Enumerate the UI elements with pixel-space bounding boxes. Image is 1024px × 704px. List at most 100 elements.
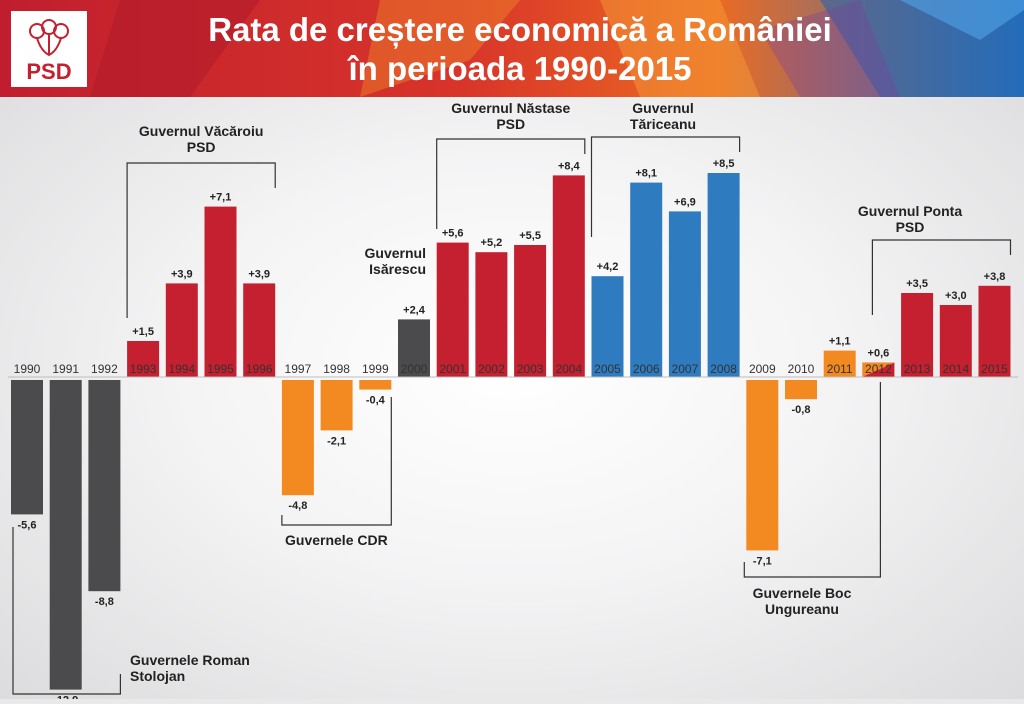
bar xyxy=(436,242,469,377)
bar xyxy=(49,380,82,690)
title-line-1: Rata de creștere economică a României xyxy=(208,11,832,49)
bracket-tariceanu xyxy=(590,136,741,237)
bracket-ponta xyxy=(871,239,1012,315)
value-label: +3,5 xyxy=(906,278,928,290)
group-label: Guvernul Năstase xyxy=(451,100,570,116)
value-label: +8,4 xyxy=(558,160,581,172)
growth-chart: -5,6 1990 -12,9 1991 -8,8 1992 +1,5 1993 +3,9 199… xyxy=(8,100,1018,704)
value-label: +6,9 xyxy=(674,196,696,208)
bar xyxy=(514,245,547,377)
tick-label: 1997 xyxy=(285,362,312,376)
value-label: -0,8 xyxy=(792,404,811,416)
bar xyxy=(630,182,663,377)
tick-label: 2000 xyxy=(401,362,428,376)
bracket-vacaroiu xyxy=(126,162,276,318)
bar xyxy=(320,380,353,431)
header-background: Rata de creștere economică a României în… xyxy=(0,0,1024,97)
tick-label: 2014 xyxy=(942,362,969,376)
bar xyxy=(901,293,934,377)
bar xyxy=(475,252,508,377)
value-label: +7,1 xyxy=(210,192,232,204)
group-label: Stolojan xyxy=(130,668,185,684)
value-label: +5,6 xyxy=(442,228,464,240)
bar xyxy=(978,285,1011,377)
bar xyxy=(707,173,740,377)
value-label: -4,8 xyxy=(288,500,307,512)
bar xyxy=(746,380,779,551)
bracket-nastase xyxy=(436,138,586,229)
tick-label: 2006 xyxy=(633,362,660,376)
bar xyxy=(204,206,237,377)
group-label: PSD xyxy=(187,139,216,155)
group-label: Tăriceanu xyxy=(630,116,696,132)
value-label: +3,9 xyxy=(171,268,193,280)
tick-label: 1993 xyxy=(130,362,157,376)
title-line-2: în perioada 1990-2015 xyxy=(346,50,691,87)
value-label: +1,1 xyxy=(829,336,851,348)
value-label: +3,0 xyxy=(945,290,967,302)
bar xyxy=(785,380,817,400)
bar xyxy=(552,175,585,377)
tick-label: 2008 xyxy=(710,362,737,376)
tick-label: 2002 xyxy=(478,362,505,376)
tick-label: 2011 xyxy=(827,362,853,376)
group-label: PSD xyxy=(496,116,525,132)
bar xyxy=(281,380,314,496)
value-label: +4,2 xyxy=(597,261,619,273)
tick-label: 1991 xyxy=(52,362,79,376)
tick-label: 2013 xyxy=(904,362,931,376)
value-label: +3,8 xyxy=(984,271,1006,283)
group-label: Guvernele Boc xyxy=(753,585,852,601)
rose-icon: PSD xyxy=(26,19,72,84)
value-label: -5,6 xyxy=(18,519,37,531)
bar xyxy=(398,319,430,377)
logo-text: PSD xyxy=(26,59,71,84)
bar xyxy=(591,276,624,377)
group-label: Ungureanu xyxy=(765,601,839,617)
tick-label: 2012 xyxy=(865,362,892,376)
group-label: Isărescu xyxy=(369,261,426,277)
bracket-cdr xyxy=(281,397,392,526)
chart-area: -5,6 1990 -12,9 1991 -8,8 1992 +1,5 1993 +3,9 199… xyxy=(0,97,1024,704)
group-label: Guvernele Roman xyxy=(130,652,250,668)
value-label: -12,9 xyxy=(53,695,78,699)
bar xyxy=(165,283,198,377)
tick-label: 2005 xyxy=(594,362,621,376)
tick-label: 1999 xyxy=(362,362,389,376)
value-label: +8,5 xyxy=(713,158,735,170)
tick-label: 2009 xyxy=(749,362,776,376)
bar xyxy=(668,211,701,377)
group-label: Guvernul Ponta xyxy=(858,203,962,219)
value-label: +0,6 xyxy=(868,348,890,360)
bar xyxy=(243,283,276,377)
bar xyxy=(359,380,392,390)
tick-label: 1995 xyxy=(207,362,234,376)
group-label: Guvernul Văcăroiu xyxy=(139,123,263,139)
bar xyxy=(11,380,43,515)
value-label: -8,8 xyxy=(95,596,114,608)
tick-label: 2007 xyxy=(672,362,699,376)
header-banner: Rata de creștere economică a României în… xyxy=(0,0,1024,97)
value-label: -2,1 xyxy=(327,435,346,447)
tick-label: 1996 xyxy=(246,362,273,376)
bar-overlay xyxy=(862,362,895,377)
bar xyxy=(823,350,856,377)
value-label: +5,5 xyxy=(519,230,541,242)
tick-label: 2015 xyxy=(981,362,1008,376)
bracket-roman-stolojan xyxy=(12,527,121,695)
value-label: +8,1 xyxy=(635,168,657,180)
tick-label: 2004 xyxy=(555,362,582,376)
psd-logo: PSD xyxy=(11,11,87,87)
value-label: +2,4 xyxy=(403,304,426,316)
value-label: +1,5 xyxy=(132,326,154,338)
tick-label: 1992 xyxy=(91,362,118,376)
tick-label: 2003 xyxy=(517,362,544,376)
tick-label: 1994 xyxy=(168,362,195,376)
value-label: -7,1 xyxy=(753,555,772,567)
group-label: PSD xyxy=(896,219,925,235)
bar xyxy=(939,305,972,377)
value-label: +5,2 xyxy=(481,237,503,249)
tick-label: 1998 xyxy=(323,362,350,376)
value-label: +3,9 xyxy=(248,268,270,280)
bar xyxy=(127,341,160,377)
